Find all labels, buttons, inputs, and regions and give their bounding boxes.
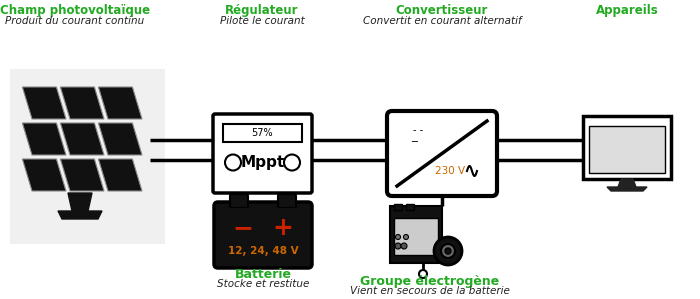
Circle shape <box>395 234 400 239</box>
Polygon shape <box>60 123 104 155</box>
Bar <box>222 208 304 244</box>
Circle shape <box>434 237 462 265</box>
Text: Mppt: Mppt <box>240 155 285 170</box>
Text: Régulateur: Régulateur <box>225 4 299 17</box>
Bar <box>589 126 665 173</box>
FancyBboxPatch shape <box>230 194 248 208</box>
Bar <box>394 204 402 210</box>
Text: Batterie: Batterie <box>234 268 291 281</box>
Text: Champ photovoltaïque: Champ photovoltaïque <box>0 4 150 17</box>
Text: Appareils: Appareils <box>596 4 659 17</box>
Circle shape <box>445 248 451 254</box>
Text: Convertit en courant alternatif: Convertit en courant alternatif <box>363 16 522 26</box>
Circle shape <box>419 270 427 278</box>
Bar <box>390 206 442 263</box>
Circle shape <box>403 234 409 239</box>
Text: 57%: 57% <box>252 128 273 138</box>
Bar <box>583 116 671 179</box>
Text: 12, 24, 48 V: 12, 24, 48 V <box>228 246 298 256</box>
Polygon shape <box>99 123 142 155</box>
Text: Groupe électrogène: Groupe électrogène <box>360 275 500 288</box>
Text: Pilote le courant: Pilote le courant <box>220 16 304 26</box>
Polygon shape <box>607 187 647 191</box>
Text: Stocke et restitue: Stocke et restitue <box>217 279 309 289</box>
Text: Convertisseur: Convertisseur <box>395 4 488 17</box>
Text: −: − <box>232 216 253 240</box>
Polygon shape <box>60 87 104 119</box>
FancyBboxPatch shape <box>278 194 296 208</box>
Text: 230 V: 230 V <box>435 166 465 176</box>
Circle shape <box>441 244 455 258</box>
Polygon shape <box>58 211 102 219</box>
Bar <box>406 204 414 210</box>
Text: +: + <box>272 216 293 240</box>
Circle shape <box>401 243 407 249</box>
Circle shape <box>225 155 241 170</box>
Polygon shape <box>22 123 66 155</box>
FancyBboxPatch shape <box>387 111 497 196</box>
Bar <box>10 69 165 244</box>
Polygon shape <box>22 87 66 119</box>
Polygon shape <box>22 159 66 191</box>
Bar <box>223 124 302 142</box>
Polygon shape <box>68 193 92 211</box>
Circle shape <box>284 155 300 170</box>
Text: Produit du courant continu: Produit du courant continu <box>6 16 145 26</box>
Circle shape <box>395 243 401 249</box>
FancyBboxPatch shape <box>213 114 312 193</box>
Polygon shape <box>60 159 104 191</box>
Polygon shape <box>99 159 142 191</box>
Text: - -: - - <box>413 125 423 135</box>
Bar <box>394 218 438 255</box>
Text: Vient en secours de la batterie: Vient en secours de la batterie <box>350 286 510 296</box>
Polygon shape <box>618 179 636 187</box>
FancyBboxPatch shape <box>214 202 312 268</box>
Text: ─: ─ <box>411 137 417 147</box>
Polygon shape <box>99 87 142 119</box>
